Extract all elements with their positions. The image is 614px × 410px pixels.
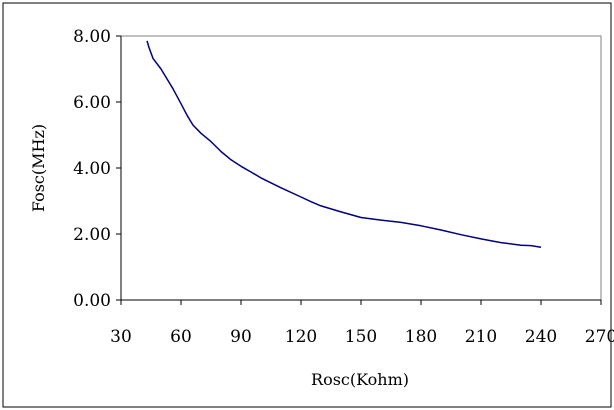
x-tick-label: 240 <box>525 327 557 347</box>
y-tick-label: 2.00 <box>73 225 111 245</box>
y-tick-label: 8.00 <box>73 27 111 47</box>
x-tick-label: 30 <box>110 327 132 347</box>
x-axis-title: Rosc(Kohm) <box>311 370 409 389</box>
x-tick-label: 210 <box>465 327 497 347</box>
series-line <box>146 40 542 248</box>
x-tick-label: 270 <box>585 327 614 347</box>
y-tick-label: 4.00 <box>73 159 111 179</box>
x-tick-label: 150 <box>345 327 377 347</box>
x-tick-label: 90 <box>230 327 252 347</box>
x-tick-label: 60 <box>170 327 192 347</box>
series-layer <box>146 40 542 248</box>
x-axis-ticks: 30 60 90 120 150 180 210 240 270 <box>110 300 614 347</box>
y-axis-title: Fosc(MHz) <box>29 124 48 212</box>
y-axis-ticks: 0.00 2.00 4.00 6.00 8.00 <box>73 27 121 311</box>
x-tick-label: 120 <box>285 327 317 347</box>
x-tick-label: 180 <box>405 327 437 347</box>
y-tick-label: 0.00 <box>73 291 111 311</box>
y-tick-label: 6.00 <box>73 93 111 113</box>
